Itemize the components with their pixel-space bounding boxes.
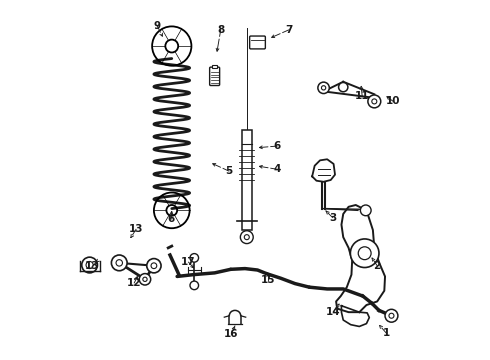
Text: 11: 11 (355, 91, 369, 101)
Circle shape (389, 313, 394, 318)
Circle shape (385, 309, 398, 322)
Text: 3: 3 (329, 212, 336, 222)
Circle shape (372, 99, 377, 104)
FancyBboxPatch shape (249, 36, 266, 49)
Bar (213, 66, 217, 68)
Text: 4: 4 (273, 164, 281, 174)
Circle shape (350, 239, 379, 267)
Text: 15: 15 (261, 275, 275, 285)
Polygon shape (342, 306, 369, 327)
Text: 6: 6 (168, 214, 174, 224)
Circle shape (190, 253, 198, 262)
Text: 8: 8 (217, 25, 224, 35)
Circle shape (358, 247, 371, 260)
Circle shape (111, 255, 127, 271)
Circle shape (245, 235, 249, 240)
Polygon shape (336, 205, 385, 312)
Circle shape (339, 82, 348, 92)
Circle shape (321, 86, 326, 90)
Circle shape (143, 277, 147, 282)
Circle shape (116, 260, 122, 266)
Text: 13: 13 (85, 261, 99, 271)
Circle shape (318, 82, 329, 94)
Circle shape (82, 257, 98, 273)
Text: 16: 16 (224, 329, 239, 339)
Text: 12: 12 (127, 278, 142, 288)
Text: 17: 17 (181, 257, 196, 267)
Text: 7: 7 (285, 25, 292, 35)
Circle shape (368, 95, 381, 108)
Text: 1: 1 (383, 328, 390, 338)
Circle shape (139, 274, 151, 285)
Text: 10: 10 (386, 96, 400, 107)
Circle shape (147, 258, 161, 273)
Circle shape (151, 263, 157, 269)
FancyBboxPatch shape (210, 67, 220, 86)
Circle shape (241, 231, 253, 244)
Circle shape (86, 261, 93, 269)
Text: 13: 13 (129, 224, 143, 234)
Text: 2: 2 (373, 261, 381, 271)
Circle shape (360, 205, 371, 216)
Polygon shape (312, 159, 335, 182)
Text: 14: 14 (326, 307, 341, 317)
Polygon shape (119, 263, 154, 279)
Text: 6: 6 (273, 141, 281, 151)
Circle shape (190, 281, 198, 290)
Text: 9: 9 (154, 21, 161, 31)
Text: 5: 5 (225, 166, 233, 176)
Bar (242, 130, 252, 230)
